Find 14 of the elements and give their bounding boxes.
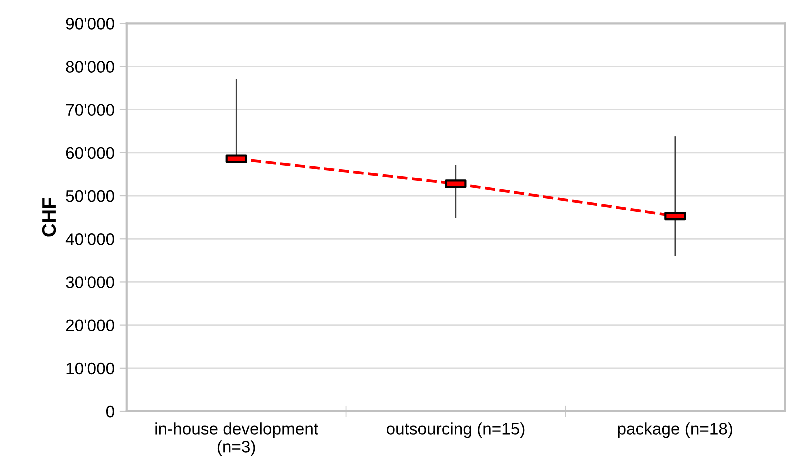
y-tick-label: 70'000 (66, 104, 114, 116)
x-tick-label: package (n=18) (618, 422, 732, 438)
y-tick-label: 30'000 (66, 276, 114, 288)
x-tick-label: in-house development (n=3) (156, 422, 318, 456)
y-tick-label: 10'000 (66, 362, 114, 375)
y-tick-label: 80'000 (66, 61, 114, 73)
y-axis-title: CHF (42, 198, 56, 237)
y-tick-label: 90'000 (66, 18, 114, 30)
y-tick-label: 40'000 (66, 234, 114, 246)
y-tick-label: 50'000 (66, 190, 114, 202)
y-tick-label: 0 (106, 406, 114, 418)
y-tick-label: 60'000 (66, 147, 114, 160)
y-tick-label: 20'000 (66, 320, 114, 332)
x-tick-label: outsourcing (n=15) (386, 422, 525, 438)
